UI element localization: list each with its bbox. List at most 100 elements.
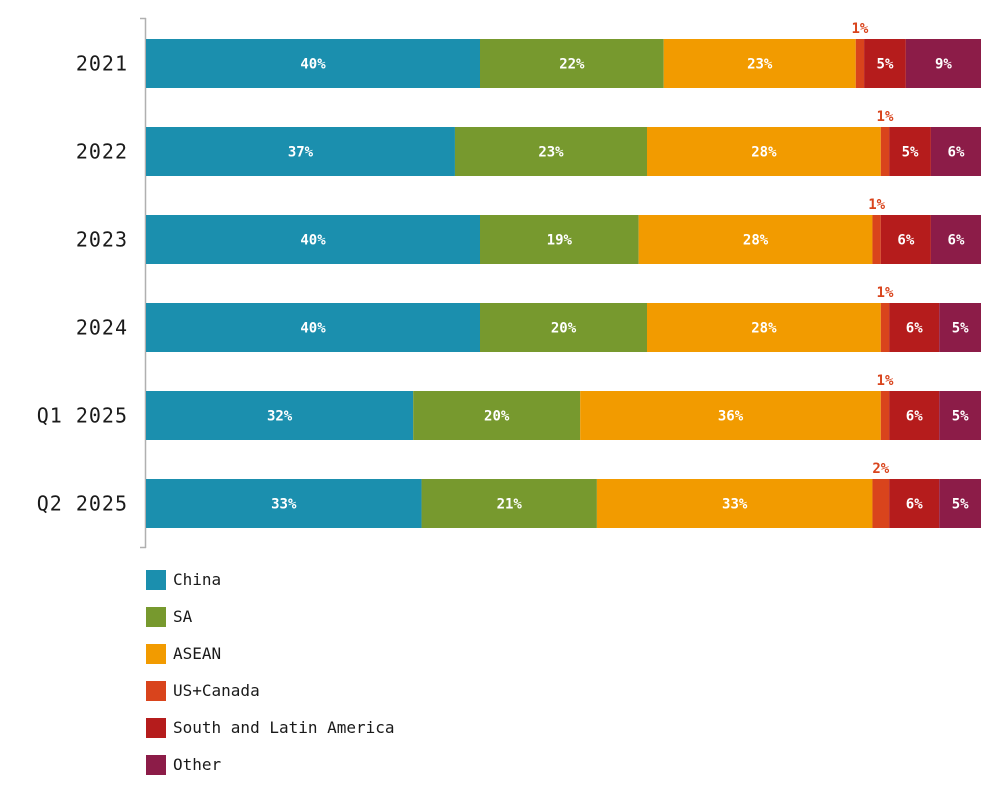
bar-segment [413, 391, 581, 440]
legend-label: SA [173, 607, 193, 626]
bar-segment [905, 39, 981, 88]
data-label: 1% [868, 197, 885, 213]
category-label: 2024 [76, 316, 128, 340]
bar-segment [889, 127, 931, 176]
bar-segment [889, 479, 940, 528]
category-label: 2021 [76, 52, 128, 76]
legend-item: China [146, 570, 221, 590]
category-label: Q2 2025 [37, 492, 128, 516]
legend-item: South and Latin America [146, 718, 395, 738]
legend-item: ASEAN [146, 644, 221, 664]
bar-segment [889, 303, 940, 352]
data-label: 28% [743, 233, 769, 249]
data-label: 22% [559, 57, 585, 73]
bar-segment [146, 391, 414, 440]
data-label: 5% [952, 409, 969, 425]
data-label: 21% [497, 497, 523, 513]
legend-label: US+Canada [173, 681, 260, 700]
bar-segment [146, 215, 480, 264]
data-label: 37% [288, 145, 314, 161]
legend-swatch [146, 681, 166, 701]
legend-item: Other [146, 755, 222, 775]
bar-segment [880, 215, 931, 264]
bar-segment [146, 479, 422, 528]
category-label: 2023 [76, 228, 128, 252]
data-label: 1% [851, 21, 868, 37]
legend-swatch [146, 570, 166, 590]
legend-item: US+Canada [146, 681, 260, 701]
data-label: 6% [948, 145, 965, 161]
bar-segment [930, 127, 981, 176]
bar-segment [880, 391, 890, 440]
data-label: 6% [897, 233, 914, 249]
legend-label: China [173, 570, 221, 589]
data-label: 36% [718, 409, 744, 425]
data-label: 1% [877, 109, 894, 125]
data-label: 1% [877, 373, 894, 389]
bar-segment [864, 39, 906, 88]
bar-row: Q1 2025 32% 20% 36% 1% 6% 5% [37, 373, 981, 440]
bar-segment [647, 303, 881, 352]
legend: China SA ASEAN US+Canada South and Latin Ame… [146, 570, 395, 775]
data-label: 40% [300, 233, 326, 249]
data-label: 2% [872, 461, 889, 477]
bar-segment [146, 39, 480, 88]
legend-swatch [146, 755, 166, 775]
data-label: 32% [267, 409, 293, 425]
data-label: 28% [751, 321, 777, 337]
legend-item: SA [146, 607, 193, 627]
data-label: 5% [952, 321, 969, 337]
bar-segment [889, 391, 940, 440]
bar-segment [939, 391, 981, 440]
bar-segment [939, 479, 981, 528]
bar-segment [638, 215, 873, 264]
bar-segment [663, 39, 856, 88]
data-label: 5% [877, 57, 894, 73]
data-label: 6% [948, 233, 965, 249]
bar-segment [146, 127, 455, 176]
data-label: 28% [751, 145, 777, 161]
legend-swatch [146, 607, 166, 627]
bar-segment [454, 127, 647, 176]
bar-segment [647, 127, 881, 176]
data-label: 33% [271, 497, 297, 513]
legend-label: Other [173, 755, 222, 774]
bar-segment [421, 479, 597, 528]
data-label: 6% [906, 321, 923, 337]
bar-segment [872, 215, 881, 264]
bar-segment [872, 479, 890, 528]
bar-row: 2023 40% 19% 28% 1% 6% 6% [76, 197, 981, 264]
legend-label: ASEAN [173, 644, 221, 663]
bar-segment [480, 303, 647, 352]
bar-segment [930, 215, 981, 264]
data-label: 33% [722, 497, 748, 513]
data-label: 20% [551, 321, 577, 337]
bar-segment [580, 391, 881, 440]
data-label: 1% [877, 285, 894, 301]
category-label: 2022 [76, 140, 128, 164]
category-label: Q1 2025 [37, 404, 128, 428]
bar-segment [939, 303, 981, 352]
data-label: 6% [906, 409, 923, 425]
legend-label: South and Latin America [173, 718, 395, 737]
bar-row: 2022 37% 23% 28% 1% 5% 6% [76, 109, 981, 176]
data-label: 5% [902, 145, 919, 161]
bar-segment [480, 39, 664, 88]
data-label: 23% [747, 57, 773, 73]
bar-segment [146, 303, 480, 352]
bar-row: 2021 40% 22% 23% 1% 5% 9% [76, 21, 981, 88]
bar-segment [855, 39, 865, 88]
bar-row: 2024 40% 20% 28% 1% 6% 5% [76, 285, 981, 352]
legend-swatch [146, 644, 166, 664]
bar-row: Q2 2025 33% 21% 33% 2% 6% 5% [37, 461, 981, 528]
bar-segment [880, 127, 890, 176]
data-label: 20% [484, 409, 510, 425]
data-label: 40% [300, 57, 326, 73]
plot-area: 2021 40% 22% 23%1%5% 9%2022 37% 23% 28%1%5% 6%20… [37, 17, 981, 549]
data-label: 23% [538, 145, 564, 161]
data-label: 9% [935, 57, 952, 73]
data-label: 19% [547, 233, 573, 249]
bar-segment [880, 303, 890, 352]
data-label: 6% [906, 497, 923, 513]
